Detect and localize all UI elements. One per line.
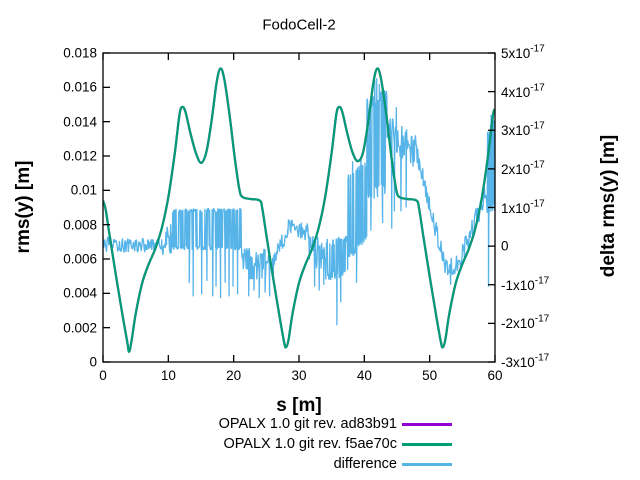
xtick-40: 40 — [356, 368, 372, 383]
difference-curve — [103, 78, 495, 326]
xtick-30: 30 — [291, 368, 307, 383]
legend-label-ad83b91: OPALX 1.0 git rev. ad83b91 — [218, 416, 397, 432]
ytick-right-2: 2x10-17 — [501, 159, 545, 177]
ytick-right-5: 5x10-17 — [501, 43, 545, 61]
legend-row-f5ae70c: OPALX 1.0 git rev. f5ae70c — [223, 436, 452, 452]
legend-row-ad83b91: OPALX 1.0 git rev. ad83b91 — [218, 416, 452, 432]
legend-line-sample-green — [402, 442, 452, 446]
ytick-left-0.01: 0.01 — [70, 182, 97, 198]
ytick-left-0.004: 0.004 — [63, 285, 97, 301]
ytick-left-0.006: 0.006 — [63, 251, 97, 267]
ytick-right-0: 0 — [501, 238, 509, 254]
xtick-0: 0 — [99, 368, 107, 383]
ytick-right--3: -3x10-17 — [501, 352, 550, 370]
legend-line-sample-purple — [402, 422, 452, 426]
ytick-left-0.018: 0.018 — [63, 45, 97, 61]
ytick-left-0.016: 0.016 — [63, 79, 97, 95]
xtick-60: 60 — [487, 368, 503, 383]
ytick-right--2: -2x10-17 — [501, 313, 550, 332]
legend-row-difference: difference — [333, 456, 452, 472]
ytick-left-0: 0 — [89, 354, 97, 370]
chart-title: FodoCell-2 — [262, 16, 336, 34]
ytick-left-0.012: 0.012 — [63, 148, 97, 164]
legend-line-sample-blue — [402, 462, 452, 466]
legend-label-difference: difference — [333, 456, 397, 472]
xtick-20: 20 — [226, 368, 242, 383]
xtick-50: 50 — [422, 368, 438, 383]
ytick-left-0.008: 0.008 — [63, 216, 97, 232]
ytick-left-0.002: 0.002 — [63, 319, 97, 335]
ytick-right--1: -1x10-17 — [501, 275, 550, 293]
ytick-right-4: 4x10-17 — [501, 82, 545, 100]
ytick-right-3: 3x10-17 — [501, 120, 545, 139]
ytick-left-0.014: 0.014 — [63, 113, 97, 129]
legend-label-f5ae70c: OPALX 1.0 git rev. f5ae70c — [223, 436, 397, 452]
xtick-10: 10 — [160, 368, 176, 383]
rms-curve-f5ae70c — [103, 67, 495, 353]
x-axis-label: s [m] — [276, 395, 322, 416]
ytick-right-1: 1x10-17 — [501, 198, 545, 216]
